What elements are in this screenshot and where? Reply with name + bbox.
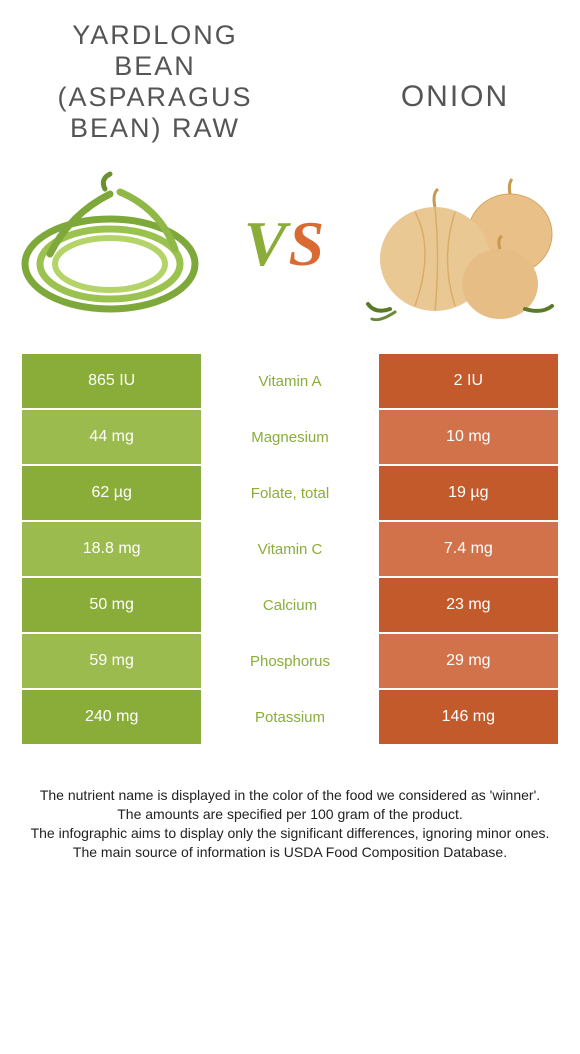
right-value: 29 mg (379, 634, 558, 688)
table-row: 50 mgCalcium23 mg (22, 578, 558, 634)
title-left: Yardlong bean (asparagus bean) raw (40, 20, 270, 144)
right-value: 19 µg (379, 466, 558, 520)
table-row: 44 mgMagnesium10 mg (22, 410, 558, 466)
left-value: 240 mg (22, 690, 201, 744)
footer-line: The main source of information is USDA F… (20, 843, 560, 862)
nutrient-name: Vitamin C (201, 522, 378, 576)
left-value: 59 mg (22, 634, 201, 688)
table-row: 62 µgFolate, total19 µg (22, 466, 558, 522)
nutrient-name: Potassium (201, 690, 378, 744)
left-value: 62 µg (22, 466, 201, 520)
footer-line: The amounts are specified per 100 gram o… (20, 805, 560, 824)
onion-image (360, 164, 560, 324)
left-value: 18.8 mg (22, 522, 201, 576)
right-value: 23 mg (379, 578, 558, 632)
right-value: 7.4 mg (379, 522, 558, 576)
right-value: 146 mg (379, 690, 558, 744)
table-row: 240 mgPotassium146 mg (22, 690, 558, 746)
left-value: 865 IU (22, 354, 201, 408)
title-right: Onion (370, 80, 540, 115)
yardlong-bean-image (10, 164, 210, 324)
nutrient-name: Vitamin A (201, 354, 378, 408)
table-row: 59 mgPhosphorus29 mg (22, 634, 558, 690)
table-row: 865 IUVitamin A2 IU (22, 354, 558, 410)
table-row: 18.8 mgVitamin C7.4 mg (22, 522, 558, 578)
images-row: VS (0, 154, 580, 354)
right-value: 2 IU (379, 354, 558, 408)
footer-line: The nutrient name is displayed in the co… (20, 786, 560, 805)
footer-notes: The nutrient name is displayed in the co… (0, 746, 580, 862)
right-value: 10 mg (379, 410, 558, 464)
vs-v: V (244, 208, 289, 279)
nutrient-name: Magnesium (201, 410, 378, 464)
vs-s: S (289, 208, 327, 279)
header: Yardlong bean (asparagus bean) raw Onion (0, 0, 580, 154)
nutrient-table: 865 IUVitamin A2 IU44 mgMagnesium10 mg62… (0, 354, 580, 746)
vs-text: VS (244, 207, 326, 281)
nutrient-name: Calcium (201, 578, 378, 632)
footer-line: The infographic aims to display only the… (20, 824, 560, 843)
nutrient-name: Phosphorus (201, 634, 378, 688)
left-value: 44 mg (22, 410, 201, 464)
nutrient-name: Folate, total (201, 466, 378, 520)
left-value: 50 mg (22, 578, 201, 632)
